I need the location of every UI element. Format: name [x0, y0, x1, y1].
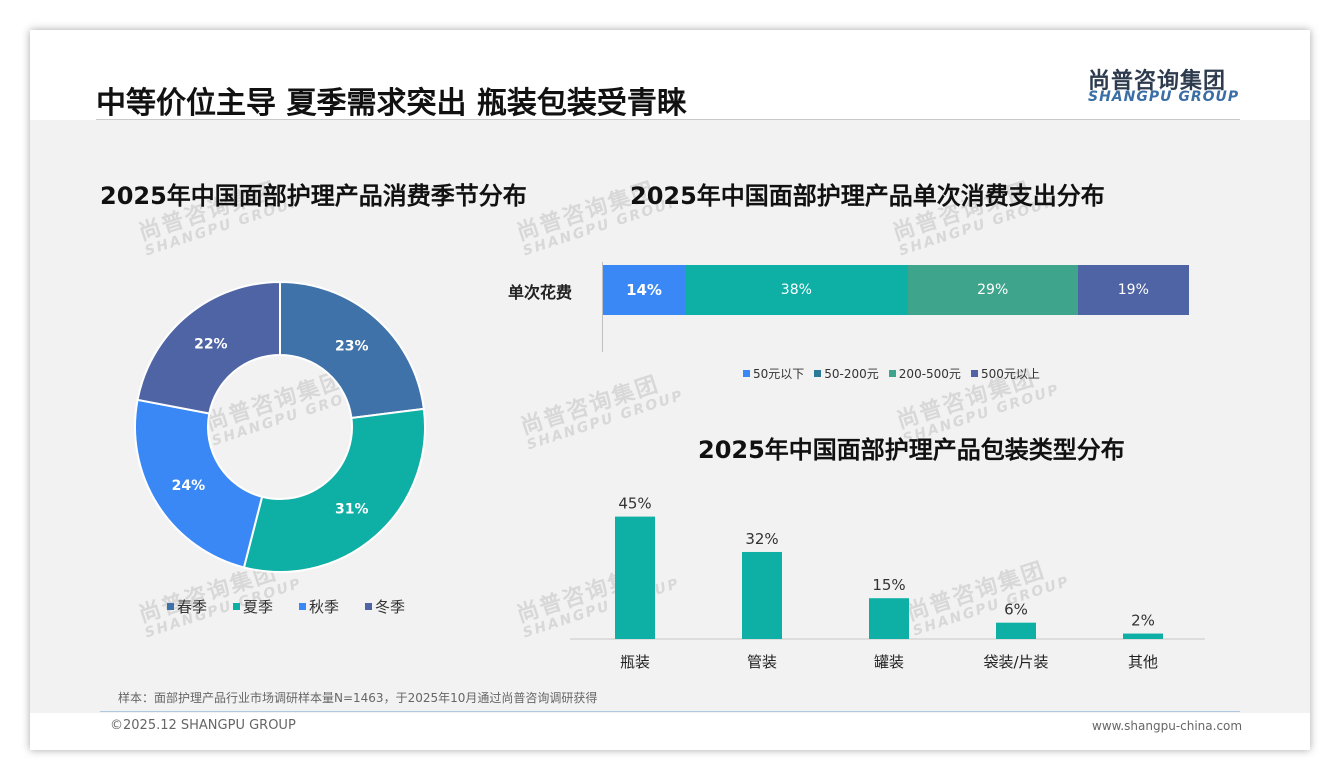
logo-cn: 尚普咨询集团: [1088, 69, 1227, 94]
stacked-segment: 38%: [685, 265, 908, 315]
donut-data-label: 31%: [335, 501, 369, 517]
website-url: www.shangpu-china.com: [1092, 719, 1243, 733]
legend-label: 夏季: [243, 598, 274, 616]
legend-item: 冬季: [365, 596, 405, 617]
legend-swatch: [365, 603, 373, 610]
spend-legend: 50元以下 50-200元 200-500元 500元以上: [743, 365, 1040, 382]
x-tick-label: 袋装/片装: [983, 653, 1048, 671]
bar-data-label: 45%: [618, 495, 651, 513]
legend-label: 秋季: [309, 598, 340, 616]
bar-data-label: 32%: [745, 530, 778, 548]
bar-data-label: 2%: [1131, 612, 1155, 630]
legend-swatch: [970, 370, 978, 377]
legend-label: 500元以上: [980, 367, 1040, 381]
bar-data-label: 15%: [872, 576, 905, 594]
bar: [869, 598, 909, 639]
stacked-segment: 29%: [907, 265, 1078, 315]
page-title: 中等价位主导 夏季需求突出 瓶装包装受青睐: [96, 86, 687, 121]
legend-swatch: [888, 370, 896, 377]
watermark: 尚普咨询集团 SHANGPU GROUP: [517, 371, 687, 454]
season-donut-chart: 23% 31% 24% 22%: [134, 280, 426, 573]
spend-category-label: 单次花费: [508, 283, 573, 302]
bar: [996, 622, 1036, 639]
legend-label: 50元以下: [753, 367, 805, 381]
bar: [615, 516, 655, 639]
x-tick-label: 罐装: [874, 653, 904, 671]
title-divider: [96, 119, 1240, 120]
bar: [1123, 633, 1163, 639]
donut-data-label: 24%: [172, 478, 206, 494]
chart-title-season: 2025年中国面部护理产品消费季节分布: [100, 182, 527, 210]
packaging-bar-chart: 45% 瓶装 32% 管装 15% 罐装 6% 袋装/片装 2% 其他: [570, 495, 1205, 671]
legend-item: 秋季: [299, 596, 339, 617]
donut-slice: [279, 280, 425, 420]
legend-item: 50-200元: [814, 365, 879, 382]
header-band: [30, 30, 1310, 120]
legend-swatch: [167, 603, 174, 610]
legend-swatch: [233, 603, 241, 610]
x-tick-label: 瓶装: [620, 653, 650, 671]
season-legend: 春季 夏季 秋季 冬季: [167, 596, 405, 617]
legend-label: 春季: [177, 598, 208, 616]
donut-slice: [242, 407, 426, 573]
donut-slice: [136, 280, 281, 415]
chart-title-packaging: 2025年中国面部护理产品包装类型分布: [698, 436, 1125, 464]
spend-axis: [602, 262, 603, 352]
stacked-segment: 14%: [603, 265, 686, 315]
legend-swatch: [299, 603, 307, 610]
legend-swatch: [743, 370, 750, 377]
legend-item: 夏季: [233, 596, 273, 617]
legend-item: 50元以下: [743, 365, 804, 382]
logo-en: SHANGPU GROUP: [1088, 89, 1240, 105]
legend-item: 500元以上: [970, 365, 1040, 382]
legend-label: 200-500元: [898, 367, 961, 381]
x-tick-label: 其他: [1128, 653, 1158, 671]
legend-item: 春季: [167, 596, 207, 617]
x-tick-label: 管装: [747, 653, 777, 671]
footer-divider: [100, 711, 1240, 712]
sample-note: 样本：面部护理产品行业市场调研样本量N=1463，于2025年10月通过尚普咨询…: [118, 691, 598, 705]
donut-data-label: 23%: [335, 339, 369, 355]
legend-label: 冬季: [375, 598, 406, 616]
stacked-segment: 19%: [1077, 265, 1189, 315]
chart-title-spend: 2025年中国面部护理产品单次消费支出分布: [630, 182, 1105, 210]
footer-band: [30, 713, 1310, 750]
donut-data-label: 22%: [194, 336, 228, 352]
copyright: ©2025.12 SHANGPU GROUP: [110, 718, 296, 733]
slide: 中等价位主导 夏季需求突出 瓶装包装受青睐 尚普咨询集团 SHANGPU GRO…: [30, 30, 1310, 750]
legend-label: 50-200元: [824, 367, 879, 381]
legend-swatch: [814, 370, 822, 377]
legend-item: 200-500元: [888, 365, 961, 382]
bar-data-label: 6%: [1004, 601, 1028, 619]
donut-slice: [134, 398, 264, 569]
bar: [742, 551, 782, 639]
